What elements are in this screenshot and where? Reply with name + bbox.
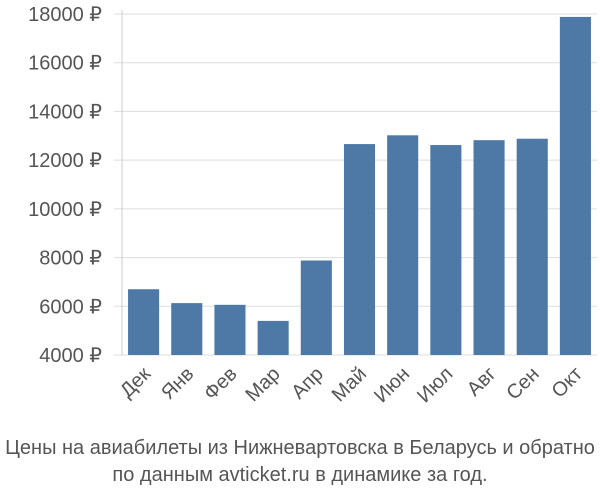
y-tick-label: 10000 ₽ [28, 199, 102, 221]
bar-7 [387, 135, 419, 355]
bar-3 [214, 304, 246, 355]
x-tick-label: Апр [287, 363, 328, 404]
x-tick-label: Июл [413, 363, 457, 407]
bar-1 [128, 289, 160, 355]
x-tick-label: Окт [548, 363, 587, 402]
bar-9 [473, 140, 505, 355]
y-tick-label: 14000 ₽ [28, 101, 102, 123]
bar-5 [300, 260, 332, 355]
bar-10 [516, 138, 548, 355]
bar-6 [343, 144, 376, 355]
y-tick-label: 4000 ₽ [39, 345, 102, 367]
price-bar-chart: 4000 ₽ 6000 ₽ 8000 ₽ 10000 ₽ 12000 ₽ 14000 ₽ 1… [28, 4, 597, 407]
x-tick-label: Дек [116, 363, 155, 402]
x-tick-label: Фев [200, 363, 242, 405]
bars [128, 16, 591, 356]
x-tick-label: Янв [157, 363, 198, 404]
bar-8 [430, 145, 462, 355]
bar-2 [171, 303, 203, 355]
y-tick-label: 12000 ₽ [28, 150, 102, 172]
x-tick-label: Май [328, 363, 371, 406]
y-tick-label: 18000 ₽ [28, 4, 102, 26]
bar-4 [257, 320, 289, 355]
y-tick-label: 6000 ₽ [39, 296, 102, 318]
y-tick-label: 8000 ₽ [39, 248, 102, 270]
bar-11 [559, 16, 591, 356]
x-tick-label: Сен [502, 363, 543, 404]
chart-caption-line-1: Цены на авиабилеты из Нижневартовска в Б… [5, 437, 595, 459]
x-tick-label: Июн [370, 363, 414, 407]
y-tick-label: 16000 ₽ [28, 53, 102, 75]
x-tick-label: Авг [463, 363, 501, 401]
chart-caption-line-2: по данным avticket.ru в динамике за год. [112, 464, 488, 486]
y-axis-tick-labels: 4000 ₽ 6000 ₽ 8000 ₽ 10000 ₽ 12000 ₽ 14000 ₽ 1… [28, 4, 102, 367]
x-tick-label: Мар [241, 363, 284, 406]
